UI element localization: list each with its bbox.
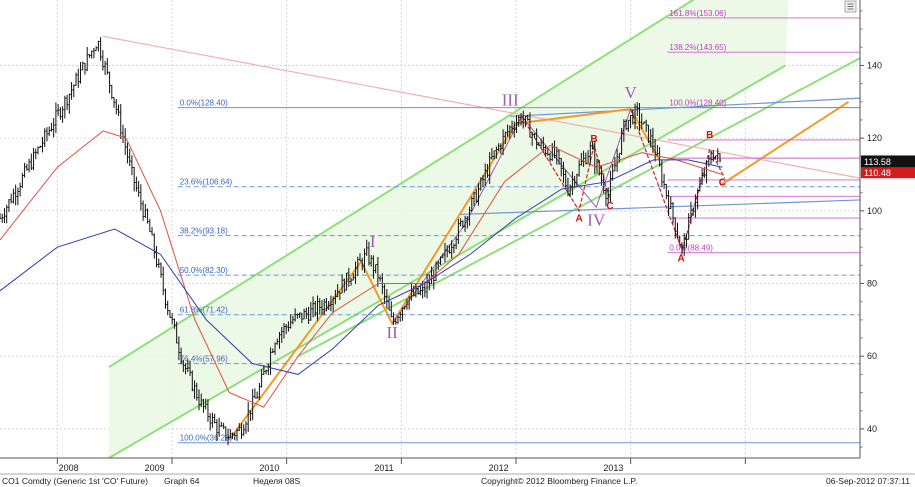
fib-blue-label: 61.8%(71.42): [180, 306, 228, 315]
y-tick-label: 60: [867, 351, 877, 361]
abc-path-1: [521, 116, 611, 213]
second-price-value: 110.48: [864, 168, 891, 178]
second-price-tag: 110.48: [861, 167, 915, 179]
wave-label-roman: I: [370, 232, 376, 251]
fib-magenta-label: 161.8%(153.06): [669, 9, 726, 18]
wave-label-roman: IV: [587, 210, 606, 229]
instrument-label: CO1 Comdty (Generic 1st 'CO' Future): [2, 476, 148, 486]
wave-label-letter: C: [719, 177, 726, 188]
y-tick-label: 40: [867, 424, 877, 434]
copyright-label: Copyright© 2012 Bloomberg Finance L.P.: [481, 476, 637, 486]
projection-orange: [719, 100, 850, 187]
channel-upper-line: [108, 0, 695, 368]
x-tick-label: 2009: [145, 463, 165, 473]
window-menu-icon[interactable]: [844, 0, 857, 13]
last-price-tag: 113.58: [861, 155, 915, 168]
x-tick-label: 2012: [489, 463, 509, 473]
fib-magenta-label: 100.0%(128.40): [669, 99, 726, 108]
wave-label-roman: III: [502, 90, 519, 109]
x-tick-label: 2008: [59, 463, 79, 473]
x-tick-label: 2013: [603, 463, 623, 473]
channel-lower-line: [108, 64, 786, 459]
fib-magenta-label: 138.2%(143.65): [669, 43, 726, 52]
fib-blue-label: 0.0%(128.40): [180, 99, 228, 108]
y-tick-label: 140: [867, 60, 882, 70]
price-series: [0, 37, 723, 446]
y-tick-label: 100: [867, 206, 882, 216]
wave-label-roman: V: [625, 83, 638, 102]
wave-label-letter: A: [575, 214, 582, 225]
x-tick-label: 2010: [259, 463, 279, 473]
moving-average-blue: [0, 159, 723, 375]
fib-magenta-label: 0.0%(88.49): [669, 244, 713, 253]
axes: 40 60 80 100 120 140 2008 2009 2010 2011 2012 2013 1…: [0, 0, 915, 475]
wave-label-roman: II: [386, 323, 398, 342]
moving-average-red: [0, 130, 723, 408]
graph-label: Graph 64: [164, 476, 200, 486]
second-price-box: [861, 167, 915, 179]
wave-label-letter: A: [678, 254, 685, 265]
fib-blue-label: 50.0%(82.30): [180, 266, 228, 275]
last-price-value: 113.58: [864, 157, 891, 167]
channel-fill: [108, 0, 789, 458]
y-tick-label: 80: [867, 279, 877, 289]
fib-blue-label: 100.0%(36.20): [180, 434, 233, 443]
last-price-box: [861, 155, 915, 168]
fibonacci-levels: 0.0%(128.40) 23.6%(106.64) 38.2%(93.18) 50.…: [177, 9, 860, 444]
period-label: Неделя 08S: [253, 476, 300, 486]
x-tick-label: 2011: [374, 463, 393, 473]
y-tick-label: 120: [867, 133, 882, 143]
wave-label-letter: B: [590, 134, 597, 145]
abc-path-2: [630, 108, 726, 253]
wave-label-letter: C: [606, 201, 613, 212]
fib-blue-label: 76.4%(57.96): [180, 355, 228, 364]
timestamp-label: 06-Sep-2012 07:37:11: [826, 476, 910, 486]
green-channel: [108, 0, 861, 459]
fib-blue-label: 23.6%(106.64): [180, 178, 233, 187]
fib-blue-label: 38.2%(93.18): [180, 227, 228, 236]
wave-label-letter: B: [706, 130, 713, 141]
